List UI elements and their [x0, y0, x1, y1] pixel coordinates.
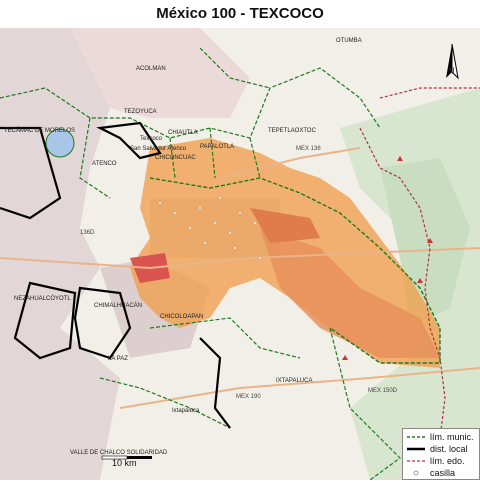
place-label-tecamac: TECÁMAC DE MORELOS	[4, 127, 75, 134]
legend-district-symbol	[407, 445, 425, 453]
legend-row-state: lím. edo.	[407, 455, 465, 467]
road-label-mex-150d: MEX 150D	[368, 388, 398, 394]
lake	[45, 128, 75, 158]
legend-row-munic: lím. munic.	[407, 431, 474, 443]
place-label-otumba: OTUMBA	[336, 38, 362, 44]
legend-casilla-symbol	[407, 469, 425, 477]
north-label: N	[448, 66, 455, 76]
place-label-la-paz: LA PAZ	[108, 356, 128, 362]
road-label-mex-190: MEX 190	[236, 394, 261, 400]
legend-state-label: lím. edo.	[430, 456, 465, 466]
highway-mex-150d	[119, 367, 480, 409]
map-legend: lím. munic. dist. local lím. edo. casill…	[402, 428, 480, 480]
scale-label: 10 km	[112, 458, 137, 468]
place-label-atenco: ATENCO	[92, 161, 117, 167]
place-label-chiconcuac: CHICONCUAC	[155, 155, 196, 161]
legend-munic-label: lím. munic.	[430, 432, 474, 442]
legend-casilla-label: casilla	[430, 468, 456, 478]
green-forest	[380, 158, 470, 328]
legend-munic-symbol	[407, 433, 425, 441]
legend-district-label: dist. local	[430, 444, 468, 454]
legend-state-symbol	[407, 457, 425, 465]
place-label-san-salvador-atenco: San Salvador Atenco	[130, 146, 187, 152]
casillas	[158, 196, 262, 260]
place-label-tepetlaoxtoc: TEPETLAOXTOC	[268, 128, 317, 134]
urban-north	[70, 28, 250, 118]
highway	[0, 247, 480, 270]
north-arrow: N	[446, 43, 459, 80]
urban-west	[0, 28, 120, 480]
place-label-ixtapaluca-town: Ixtapaluca	[172, 408, 200, 414]
road-label-mex-136: MEX 136	[296, 146, 321, 152]
place-label-tezoyuca: TEZOYUCA	[124, 109, 157, 115]
place-label-texcoco: Texcoco	[140, 136, 163, 142]
place-label-valle-de-chalco: VALLE DE CHALCO SOLIDARIDAD	[70, 450, 168, 456]
place-label-chimalhuacan: CHIMALHUACÁN	[94, 302, 142, 309]
place-label-nezahualcoyotl: NEZAHUALCÓYOTL	[14, 295, 71, 302]
municipal-boundaries	[0, 47, 401, 481]
highway-mex-136	[219, 147, 361, 179]
road-label-136d: 136D	[80, 230, 95, 236]
legend-row-district: dist. local	[407, 443, 468, 455]
scale-bar: 10 km	[100, 452, 160, 472]
district-boundaries	[0, 121, 231, 429]
place-label-papalotla: PAPALOTLA	[200, 144, 234, 150]
legend-row-casilla: casilla	[407, 467, 455, 479]
map-canvas[interactable]: OTUMBA ACOLMAN TEZOYUCA CHIAUTLA TEPETLA…	[0, 28, 480, 481]
place-label-chiautla: CHIAUTLA	[168, 130, 198, 136]
place-label-chicoloapan: CHICOLOAPAN	[160, 314, 203, 320]
place-label-acolman: ACOLMAN	[136, 66, 166, 72]
district-southeast	[260, 228, 440, 358]
place-label-ixtapaluca: IXTAPALUCA	[276, 378, 312, 384]
district-dark-zone	[250, 208, 320, 243]
map-title: México 100 - TEXCOCO	[156, 5, 324, 22]
state-boundary	[359, 87, 480, 481]
peaks	[342, 156, 433, 360]
district-outline-municipal	[149, 177, 441, 364]
